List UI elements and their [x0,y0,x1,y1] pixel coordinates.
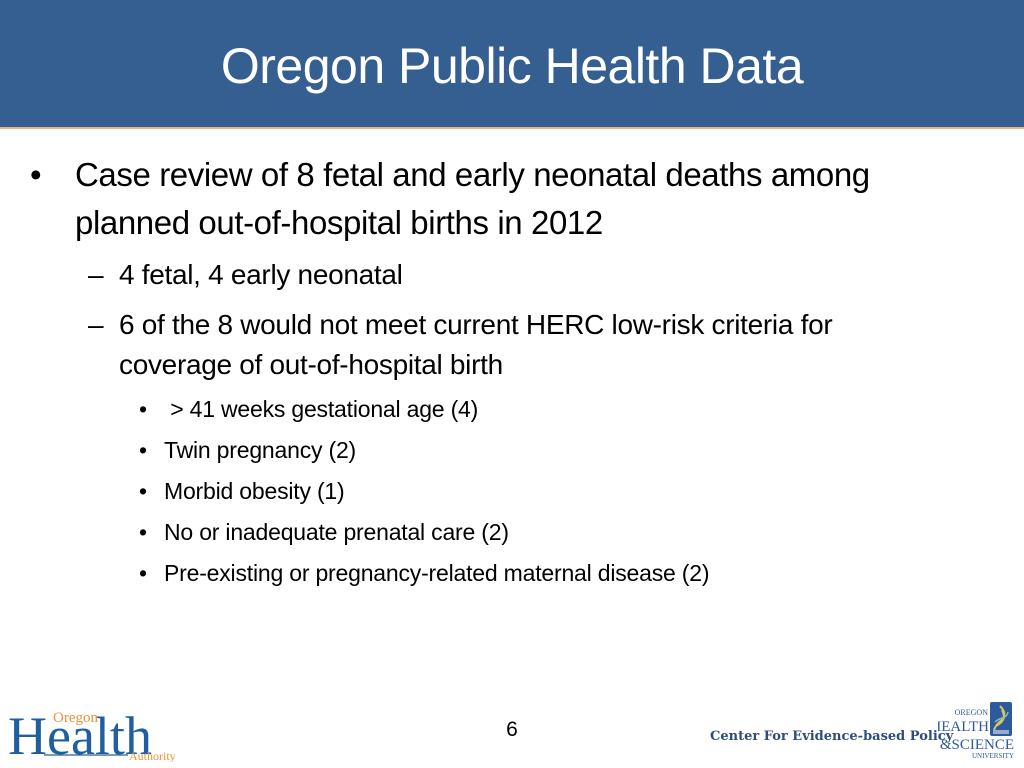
criteria-item-gestational-age: > 41 weeks gestational age (4) [164,396,479,422]
sub-point-2-line-1: 6 of the 8 would not meet current HERC l… [119,309,833,340]
main-point-line-2: planned out-of-hospital births in 2012 [75,204,603,241]
ohsu-logo-line2: HEALTH [938,719,989,735]
bullet-icon: • [139,519,147,545]
criteria-item-obesity: Morbid obesity (1) [164,478,345,504]
page-number: 6 [506,718,518,741]
criteria-item-maternal-disease: Pre-existing or pregnancy-related matern… [164,560,710,586]
center-for-evidence-based-policy-label: Center For Evidence-based Policy [710,729,954,744]
slide-title: Oregon Public Health Data [220,38,804,94]
main-point-line-1: Case review of 8 fetal and early neonata… [75,156,870,193]
title-banner: Oregon Public Health Data [0,0,1024,129]
oregon-health-authority-logo: Health Oregon Authority [6,704,186,766]
bullet-icon: • [139,478,147,504]
oha-logo-big-text: Health [8,706,152,762]
criteria-item-twin: Twin pregnancy (2) [164,437,356,463]
dash-icon: – [88,309,104,340]
sub-point-1: 4 fetal, 4 early neonatal [119,259,403,290]
bullet-icon: • [139,396,147,422]
ohsu-logo-line3: &SCIENCE [940,737,1014,753]
oha-logo-bottom-text: Authority [129,749,176,762]
oha-logo-top-text: Oregon [53,710,98,726]
ohsu-logo-line4: UNIVERSITY [972,752,1014,760]
dash-icon: – [88,259,104,290]
bullet-icon: • [139,560,147,586]
bullet-icon: • [139,437,147,463]
ohsu-logo: OREGON HEALTH &SCIENCE UNIVERSITY [930,700,1018,762]
criteria-item-prenatal-care: No or inadequate prenatal care (2) [164,519,509,545]
sub-point-2-line-2: coverage of out-of-hospital birth [119,349,503,380]
ohsu-logo-line1: OREGON [955,708,989,717]
bullet-icon: • [30,156,42,193]
